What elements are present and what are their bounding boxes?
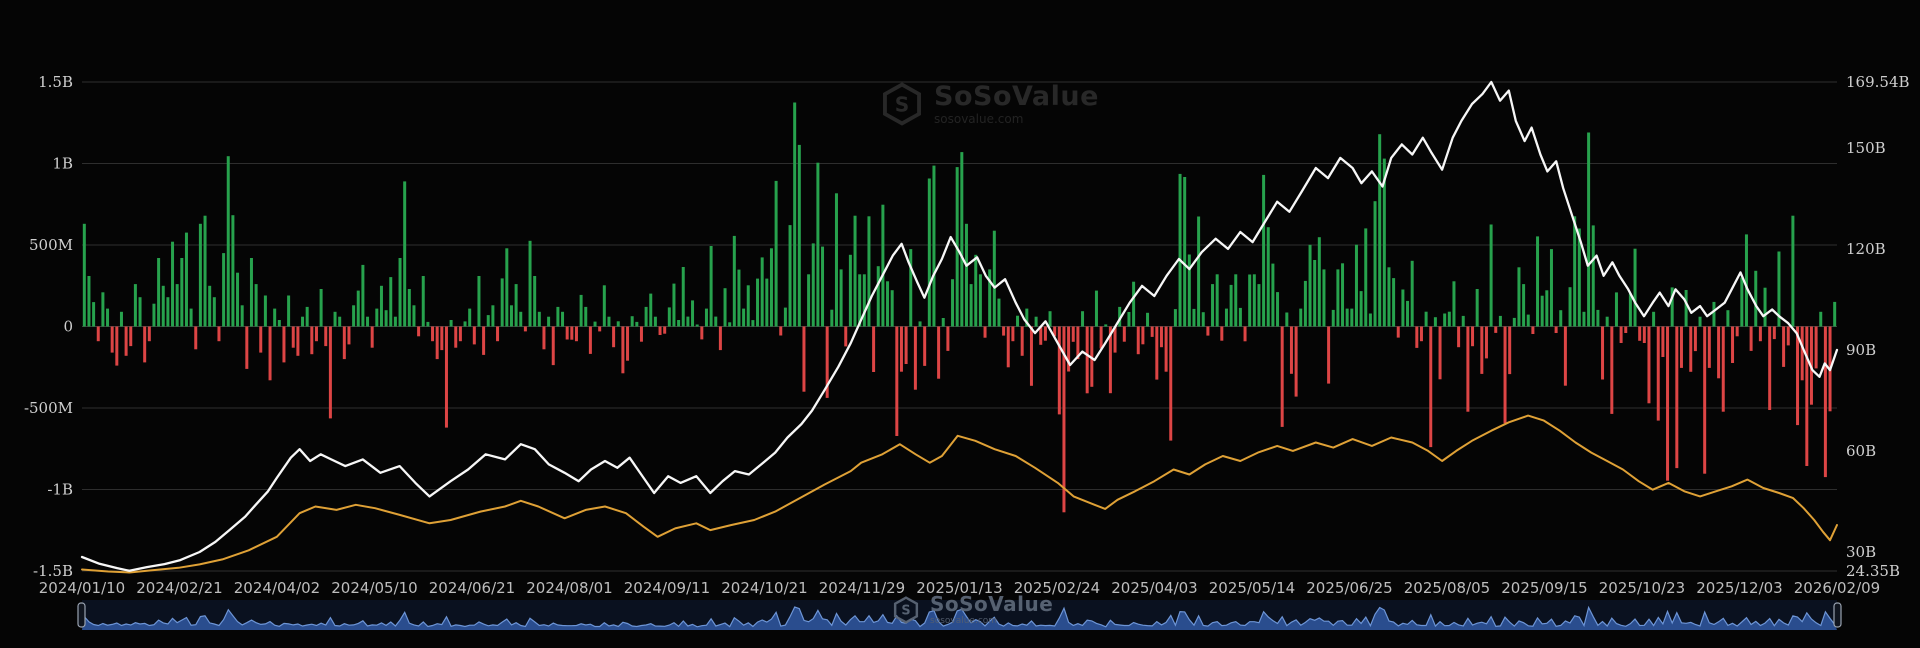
left-axis-tick: -500M	[24, 399, 73, 417]
right-axis-tick: 150B	[1846, 139, 1886, 157]
navigator-left-handle[interactable]	[77, 602, 86, 628]
left-axis-tick: 1.5B	[38, 73, 73, 91]
left-axis-tick: 0	[63, 318, 73, 336]
x-axis-tick: 2024/11/29	[819, 579, 905, 597]
navigator[interactable]	[77, 600, 1842, 630]
right-axis-tick: 169.54B	[1846, 73, 1910, 91]
x-axis-tick: 2024/01/10	[39, 579, 125, 597]
x-axis-tick: 2025/12/03	[1696, 579, 1782, 597]
left-axis-tick: -1.5B	[33, 562, 73, 580]
x-axis-tick: 2025/08/05	[1404, 579, 1490, 597]
navigator-line	[83, 605, 1836, 628]
cumulative-net-inflow-line	[81, 414, 1838, 574]
left-axis-tick: -1B	[47, 481, 73, 499]
right-axis-tick: 90B	[1846, 341, 1876, 359]
right-axis-tick: 60B	[1846, 442, 1876, 460]
x-axis-tick: 2025/05/14	[1209, 579, 1295, 597]
gridlines	[82, 81, 1837, 572]
x-axis-tick: 2025/10/23	[1599, 579, 1685, 597]
x-axis-tick: 2024/04/02	[234, 579, 320, 597]
right-axis-tick: 120B	[1846, 240, 1886, 258]
x-axis-labels: 2024/01/10 2024/02/21 2024/04/02 2024/05/10…	[39, 579, 1880, 597]
x-axis-tick: 2024/10/21	[721, 579, 807, 597]
right-axis-tick: 30B	[1846, 543, 1876, 561]
x-axis-tick: 2025/04/03	[1111, 579, 1197, 597]
x-axis-tick: 2024/09/11	[624, 579, 710, 597]
x-axis-tick: 2024/06/21	[429, 579, 515, 597]
right-axis-tick: 24.35B	[1846, 562, 1900, 580]
navigator-area[interactable]	[82, 607, 1837, 630]
x-axis-tick: 2024/08/01	[526, 579, 612, 597]
total-net-assets-line	[80, 80, 1839, 572]
x-axis-tick: 2026/02/09	[1794, 579, 1880, 597]
x-axis-tick: 2024/02/21	[136, 579, 222, 597]
left-axis-tick: 1B	[52, 155, 73, 173]
x-axis-tick: 2025/06/25	[1306, 579, 1392, 597]
x-axis-tick: 2025/02/24	[1014, 579, 1100, 597]
x-axis-tick: 2025/01/13	[916, 579, 1002, 597]
left-axis-tick: 500M	[29, 236, 73, 254]
x-axis-tick: 2024/05/10	[331, 579, 417, 597]
left-axis-labels: 1.5B 1B 500M 0 -500M -1B -1.5B	[24, 73, 73, 580]
navigator-right-handle[interactable]	[1833, 602, 1842, 628]
x-axis-tick: 2025/09/15	[1501, 579, 1587, 597]
